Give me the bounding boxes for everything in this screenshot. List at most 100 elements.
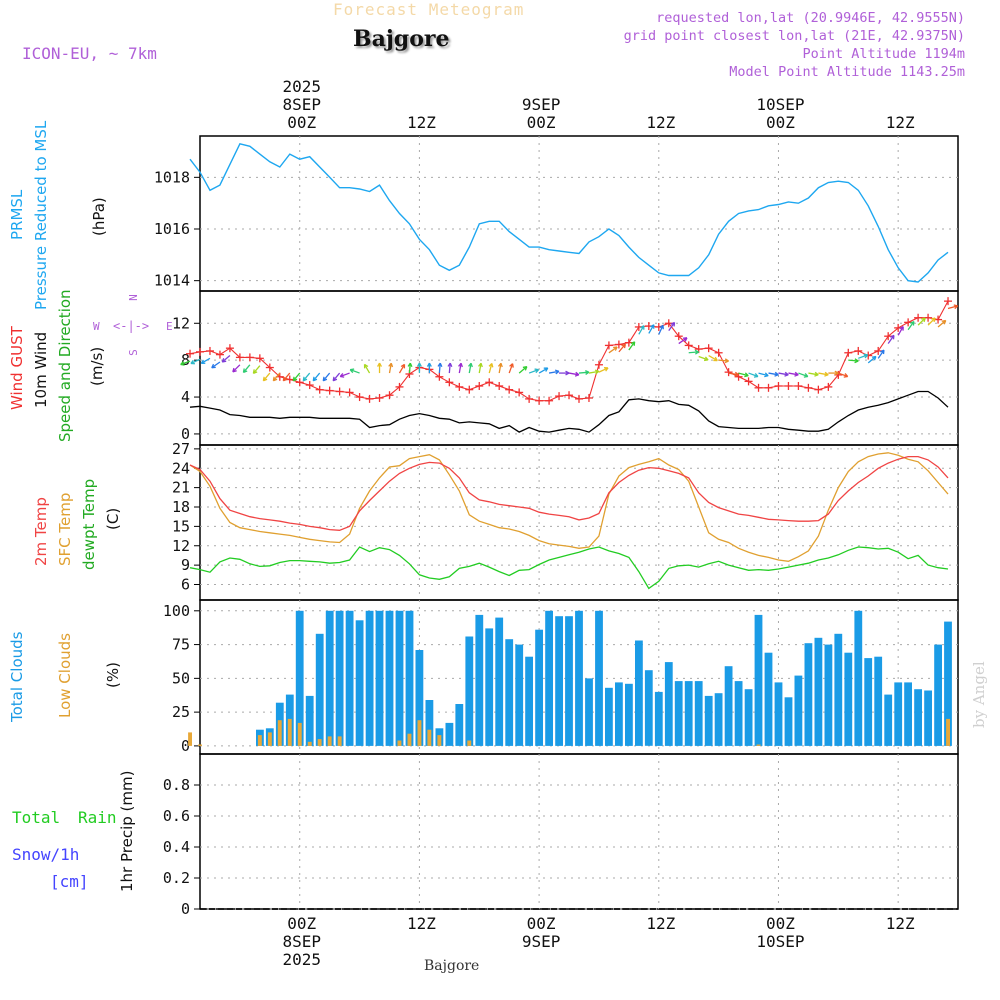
low-cloud-bar [427,729,432,746]
total-cloud-bar [635,640,643,746]
ytick-label: 21 [172,479,190,497]
super-title: Forecast Meteogram [333,0,525,19]
label-rain: Rain [78,808,117,827]
compass-arrows: <-|-> [113,319,150,333]
point-altitude: Point Altitude 1194m [802,46,965,62]
ytick-label: 8 [181,351,190,369]
model-name: ICON-EU, ~ 7km [22,44,157,63]
total-cloud-bar [325,610,334,746]
gust-marker [914,313,923,322]
time-label-top: 12Z [646,113,675,132]
wind-arrow [698,355,709,362]
wind-arrow [887,334,895,344]
total-cloud-bar [844,652,853,746]
gust-marker [435,372,444,381]
ytick-label: 12 [172,537,190,555]
wind-arrow [272,372,281,382]
ytick-label: 1018 [154,168,190,186]
ytick-label: 27 [172,440,190,458]
gust-marker [884,332,893,341]
wind-arrow [917,317,926,326]
total-cloud-bar [874,656,883,746]
wind-arrow [638,325,645,335]
gust-marker [535,396,544,405]
panel-frame-1 [199,290,959,446]
wind-arrow [252,365,261,374]
total-cloud-bar [575,610,583,746]
time-label-bottom: 00Z [527,914,556,933]
wind-arrow [363,363,371,374]
gust-marker [245,353,254,362]
low-cloud-bar [277,720,282,746]
total-cloud-bar [525,656,533,746]
time-label-bottom: 2025 [282,950,321,969]
gust-marker [445,378,454,387]
gust-marker [904,318,913,327]
time-label-bottom: 00Z [287,914,316,933]
gust-marker [624,338,633,347]
compass-s-label: S [126,349,140,356]
wind-arrow [312,372,321,382]
gust-marker [924,313,933,322]
wind-arrow [858,353,869,359]
wind-arrow [947,304,959,310]
sfc-temp-line [189,452,949,562]
gust-marker [375,393,384,402]
time-label-top: 2025 [282,77,321,96]
gust-marker [734,372,743,381]
gust-marker [495,381,504,390]
total-cloud-bar [495,617,504,746]
gust-marker [475,381,484,390]
time-label-bottom: 9SEP [522,932,561,951]
label-1hr-precip: 1hr Precip (mm) [118,770,136,892]
wind-arrow [282,372,291,382]
label-ms: (m/s) [88,346,106,386]
total-cloud-bar [884,694,893,746]
wind-arrow [848,358,859,364]
wind-arrow [828,370,839,376]
total-cloud-bar [625,683,633,746]
total-cloud-bar [824,644,833,746]
low-cloud-bar [407,733,412,746]
time-label-bottom: 10SEP [756,932,804,951]
total-cloud-bar [395,610,404,746]
wind-arrow [332,372,341,382]
wind-arrow [407,362,413,374]
total-cloud-bar [764,652,773,746]
label-10m-wind: 10m Wind [32,331,50,408]
wind-arrow [788,371,799,377]
wind-arrow [292,372,301,382]
gust-marker [545,396,554,405]
gust-marker [525,394,534,403]
total-cloud-bar [834,633,843,746]
gust-marker [744,377,753,386]
time-label-top: 00Z [287,113,316,132]
total-cloud-bar [505,639,514,746]
wind-arrow [377,362,383,374]
total-cloud-bar [744,689,753,746]
gust-marker [824,382,833,391]
time-label-top: 9SEP [522,95,561,114]
gust-marker [704,344,713,353]
total-cloud-bar [315,633,324,746]
total-cloud-bar [355,620,364,746]
wind-arrow [221,355,231,363]
wind-arrow [798,372,809,378]
wind-arrow [458,362,463,374]
low-cloud-bar [467,740,472,746]
total-cloud-bar [814,637,823,746]
wind-arrow [758,372,769,378]
temp-2m-line [189,455,949,531]
gust-marker [235,353,244,362]
total-cloud-bar [555,616,563,746]
wind-arrow [867,355,877,364]
total-cloud-bar [704,695,713,746]
total-cloud-bar [605,687,613,746]
time-label-top: 10SEP [756,95,804,114]
time-label-top: 12Z [886,113,915,132]
label-wind-gust: Wind GUST [8,326,26,410]
total-cloud-bar [475,614,484,746]
total-cloud-bar [465,636,474,746]
total-cloud-bar [734,681,743,746]
wind-arrow [618,343,626,353]
